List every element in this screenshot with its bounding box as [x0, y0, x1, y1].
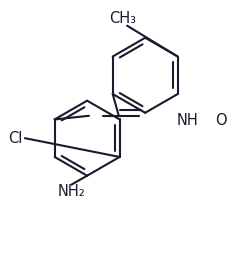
Text: CH₃: CH₃ [109, 11, 136, 26]
Text: NH₂: NH₂ [58, 184, 85, 199]
Text: Cl: Cl [8, 131, 23, 146]
Text: NH: NH [177, 113, 198, 127]
Text: O: O [216, 113, 227, 127]
